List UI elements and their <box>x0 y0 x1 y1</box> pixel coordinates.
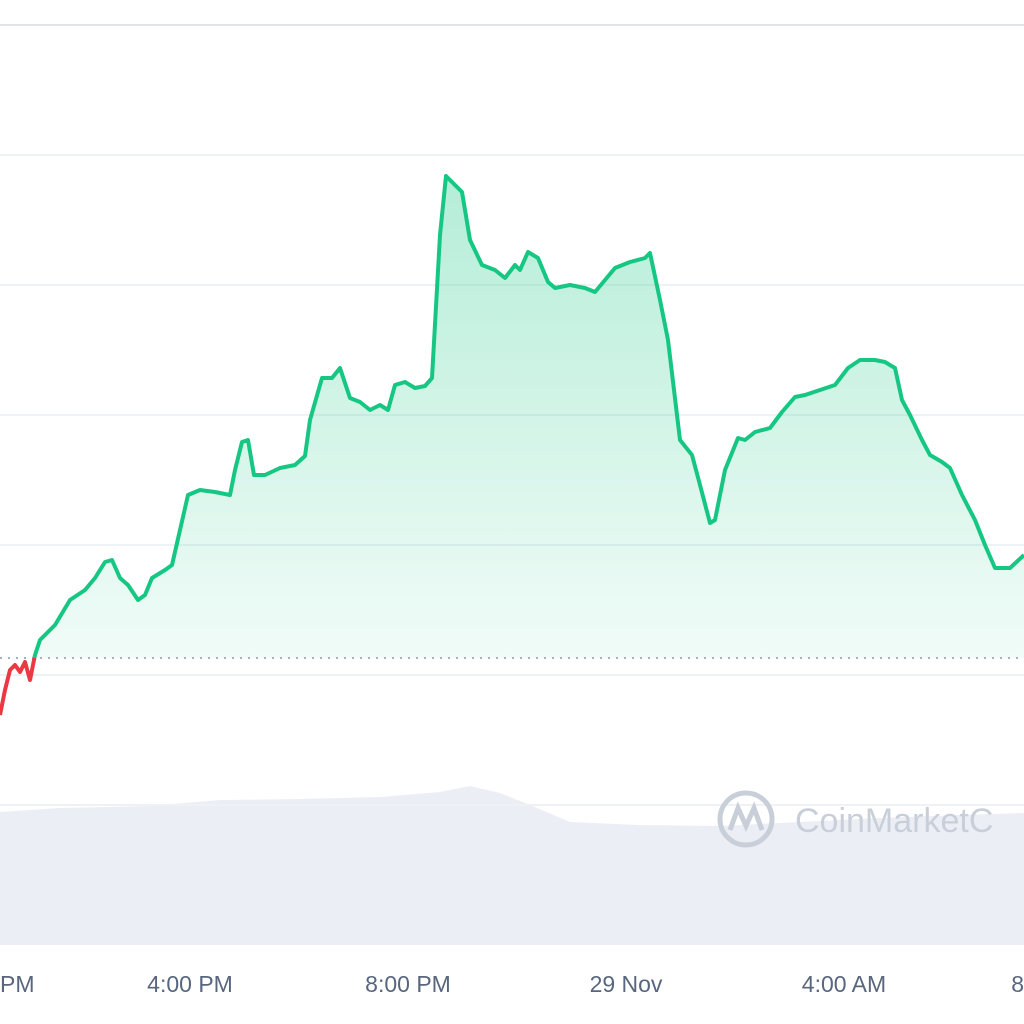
price-area <box>0 176 1024 658</box>
price-line <box>0 174 1024 716</box>
watermark-logo <box>717 790 775 848</box>
x-tick-label: 4:00 PM <box>147 971 233 997</box>
x-tick-label: PM <box>0 971 35 997</box>
x-tick-label: 8:00 PM <box>365 971 451 997</box>
watermark-logo-mark <box>727 801 765 833</box>
x-tick-label: 29 Nov <box>590 971 663 997</box>
volume-area <box>0 786 1024 945</box>
watermark-text: CoinMarketC <box>795 802 993 840</box>
watermark: CoinMarketC <box>717 790 993 848</box>
x-tick-label: 4:00 AM <box>802 971 886 997</box>
x-tick-label: 8 <box>1011 971 1024 997</box>
